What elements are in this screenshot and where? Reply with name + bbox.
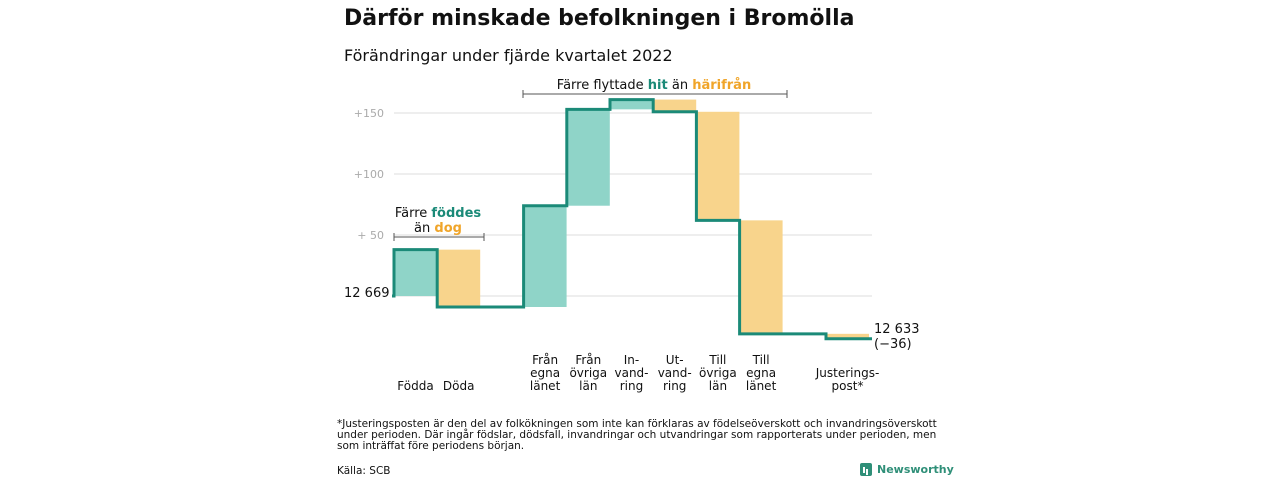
annotation-migration-text: Färre flyttade hit än härifrån: [557, 78, 751, 93]
category-label-line: ring: [663, 379, 687, 393]
category-label-line: län: [709, 379, 727, 393]
category-label: Till övriga län: [699, 353, 737, 393]
category-label: Döda: [443, 379, 475, 393]
category-label-line: länet: [530, 379, 561, 393]
category-label-line: Från: [532, 353, 558, 367]
category-label-line: Till: [752, 353, 770, 367]
annotation-birth-word-an: än: [414, 221, 430, 236]
category-label-line: egna: [530, 366, 560, 380]
chart-subtitle: Förändringar under fjärde kvartalet 2022: [344, 46, 673, 65]
category-label-line: egna: [746, 366, 776, 380]
brand-logo: Newsworthy: [860, 463, 954, 476]
bar: [610, 99, 653, 110]
bar: [394, 249, 437, 296]
category-label: In-vand-ring: [614, 353, 648, 393]
category-label-line: post*: [832, 379, 864, 393]
bar: [826, 333, 869, 339]
y-tick-label: +150: [354, 107, 384, 120]
annotation-birth-line2: än dog: [414, 221, 462, 236]
category-label-line: Från: [575, 353, 601, 367]
annotation-birth-word-farre: Färre: [395, 206, 427, 221]
category-label-line: In-: [624, 353, 639, 367]
annotation-migration-harifran: härifrån: [692, 78, 751, 93]
category-label-line: Till: [708, 353, 726, 367]
newsworthy-icon: [860, 463, 872, 476]
bar: [566, 109, 610, 206]
category-label-line: Justerings-: [815, 366, 880, 380]
y-tick-label: + 50: [357, 229, 384, 242]
bars: [394, 99, 869, 339]
bar: [437, 249, 481, 307]
category-label-line: län: [579, 379, 597, 393]
bar: [739, 220, 783, 334]
annotation-migration-pre: Färre flyttade: [557, 78, 644, 93]
y-tick-label: +100: [354, 168, 384, 181]
start-value-label: 12 669: [344, 286, 390, 301]
step-line-group: [392, 98, 872, 341]
category-label: Till egna länet: [746, 353, 777, 393]
bar: [653, 99, 697, 112]
category-label-line: ring: [620, 379, 644, 393]
annotation-birth-bracket: [393, 233, 485, 241]
category-label: Från övriga län: [569, 353, 607, 393]
category-label-line: övriga: [699, 366, 737, 380]
end-change-label: (−36): [874, 337, 912, 352]
category-label-line: Döda: [443, 379, 475, 393]
annotation-birth-line1: Färre föddes: [395, 206, 482, 221]
category-label: Justerings-post*: [815, 366, 880, 393]
category-label-line: länet: [746, 379, 777, 393]
bar: [523, 205, 567, 307]
category-label: Födda: [397, 379, 433, 393]
source-label: Källa: SCB: [337, 465, 391, 477]
brand-name: Newsworthy: [877, 463, 954, 476]
category-label-line: övriga: [569, 366, 607, 380]
annotation-birth-dog: dog: [434, 221, 462, 236]
chart-title: Därför minskade befolkningen i Bromölla: [344, 6, 855, 31]
annotation-migration-hit: hit: [648, 78, 668, 93]
annotation-birth-foddes: föddes: [431, 206, 481, 221]
end-value-label: 12 633: [874, 322, 920, 337]
annotation-migration-an: än: [672, 78, 688, 93]
category-label: Från egna länet: [530, 353, 561, 393]
category-label-line: Ut-: [666, 353, 684, 367]
category-label-line: Födda: [397, 379, 433, 393]
cumulative-step-line: [392, 98, 872, 341]
bar: [696, 111, 740, 221]
category-label-line: vand-: [614, 366, 648, 380]
category-label: Ut-vand-ring: [658, 353, 692, 393]
annotation-migration-bracket: [522, 90, 788, 98]
category-label-line: vand-: [658, 366, 692, 380]
footnote: *Justeringsposten är den del av folkökni…: [337, 418, 937, 452]
